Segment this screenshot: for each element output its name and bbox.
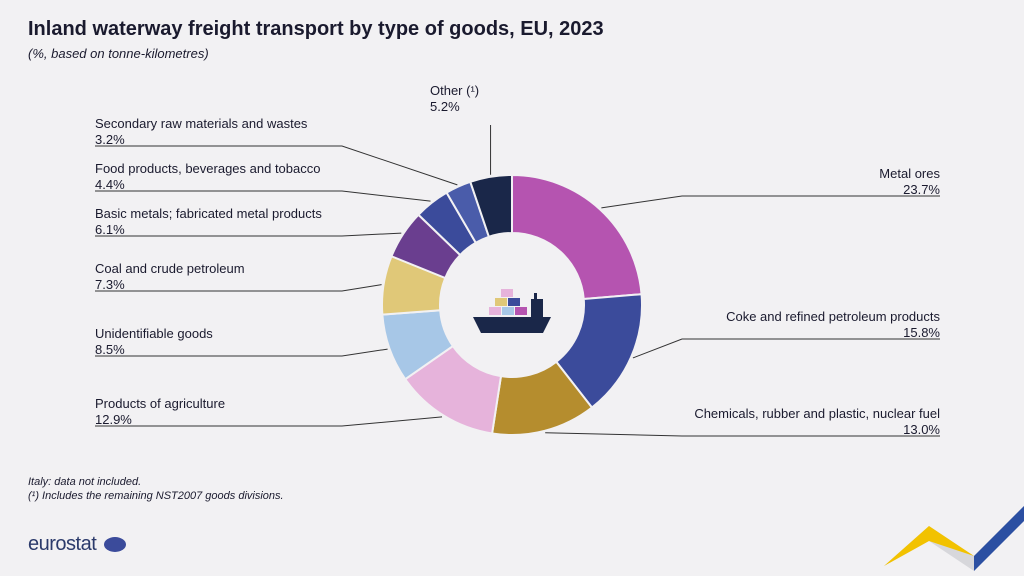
leader-line	[633, 339, 940, 358]
slice-label-value: 5.2%	[430, 99, 550, 115]
footnote-other: (¹) Includes the remaining NST2007 goods…	[28, 490, 284, 502]
slice-label: Products of agriculture12.9%	[95, 396, 355, 429]
slice-label: Basic metals; fabricated metal products6…	[95, 206, 375, 239]
slice-label: Chemicals, rubber and plastic, nuclear f…	[620, 406, 940, 439]
slice-label-name: Metal ores	[680, 166, 940, 182]
slice-label-name: Products of agriculture	[95, 396, 355, 412]
slice-label-value: 12.9%	[95, 412, 355, 428]
slice-label-value: 6.1%	[95, 222, 375, 238]
slice-label-name: Coke and refined petroleum products	[680, 309, 940, 325]
slice-label-name: Secondary raw materials and wastes	[95, 116, 375, 132]
slice-label: Coal and crude petroleum7.3%	[95, 261, 355, 294]
slice-label: Unidentifiable goods8.5%	[95, 326, 355, 359]
slice-label: Secondary raw materials and wastes3.2%	[95, 116, 375, 149]
chart-title: Inland waterway freight transport by typ…	[28, 18, 604, 41]
eurostat-text: eurostat	[28, 533, 96, 556]
eu-flag-icon	[104, 537, 126, 552]
corner-swoosh-icon	[874, 486, 1024, 576]
slice-label-value: 4.4%	[95, 177, 375, 193]
footnote-italy: Italy: data not included.	[28, 476, 141, 488]
slice-label-name: Other (¹)	[430, 83, 550, 99]
slice-label-name: Chemicals, rubber and plastic, nuclear f…	[620, 406, 940, 422]
slice-label: Metal ores23.7%	[680, 166, 940, 199]
slice-label-value: 3.2%	[95, 132, 375, 148]
slice-label-value: 7.3%	[95, 277, 355, 293]
slice-label-name: Basic metals; fabricated metal products	[95, 206, 375, 222]
eurostat-logo: eurostat	[28, 533, 126, 556]
donut-chart: Metal ores23.7% Coke and refined petroleu…	[0, 75, 1024, 495]
chart-subtitle: (%, based on tonne-kilometres)	[28, 46, 209, 61]
slice-label: Other (¹)5.2%	[430, 83, 550, 116]
slice-label-value: 8.5%	[95, 342, 355, 358]
slice-label-name: Unidentifiable goods	[95, 326, 355, 342]
slice-label-name: Coal and crude petroleum	[95, 261, 355, 277]
slice-label: Food products, beverages and tobacco4.4%	[95, 161, 375, 194]
slice-label-value: 23.7%	[680, 182, 940, 198]
slice-label-name: Food products, beverages and tobacco	[95, 161, 375, 177]
slice-label: Coke and refined petroleum products15.8%	[680, 309, 940, 342]
slice-label-value: 13.0%	[620, 422, 940, 438]
slice-label-value: 15.8%	[680, 325, 940, 341]
ship-icon	[467, 279, 557, 344]
